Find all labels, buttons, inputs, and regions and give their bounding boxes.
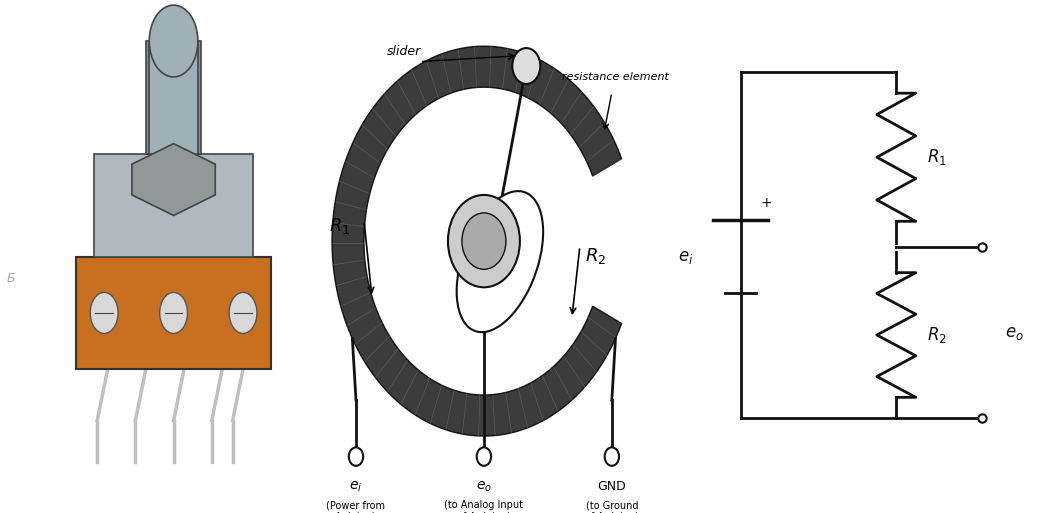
Polygon shape: [332, 46, 622, 436]
Bar: [94, 154, 254, 256]
Circle shape: [90, 292, 118, 333]
Text: +: +: [760, 196, 772, 210]
Text: $e_i$: $e_i$: [349, 480, 363, 494]
Text: (to Analog Input
of Arduino): (to Analog Input of Arduino): [444, 500, 524, 513]
Circle shape: [229, 292, 257, 333]
Circle shape: [512, 48, 541, 84]
Circle shape: [477, 447, 491, 466]
Circle shape: [149, 5, 198, 77]
Bar: [149, 41, 198, 154]
Ellipse shape: [457, 191, 543, 332]
Text: $e_i$: $e_i$: [679, 247, 694, 266]
Circle shape: [462, 213, 506, 269]
Text: (Power from
Arduino): (Power from Arduino): [326, 500, 385, 513]
Text: slider: slider: [387, 45, 421, 58]
Text: resistance element: resistance element: [563, 72, 669, 82]
Text: Б: Б: [7, 272, 16, 285]
Polygon shape: [132, 144, 216, 215]
Text: $R_2$: $R_2$: [585, 247, 607, 266]
Circle shape: [448, 195, 520, 287]
Circle shape: [160, 292, 187, 333]
Text: $R_2$: $R_2$: [928, 325, 947, 345]
Bar: [146, 41, 201, 154]
Text: $R_1$: $R_1$: [329, 216, 350, 235]
Text: $e_o$: $e_o$: [1006, 324, 1024, 342]
Bar: [77, 256, 270, 369]
Circle shape: [349, 447, 363, 466]
Circle shape: [605, 447, 619, 466]
Text: $R_1$: $R_1$: [928, 147, 948, 167]
Text: GND: GND: [598, 480, 626, 492]
Text: $e_o$: $e_o$: [476, 480, 492, 494]
Text: (to Ground
of Arduino): (to Ground of Arduino): [585, 500, 639, 513]
